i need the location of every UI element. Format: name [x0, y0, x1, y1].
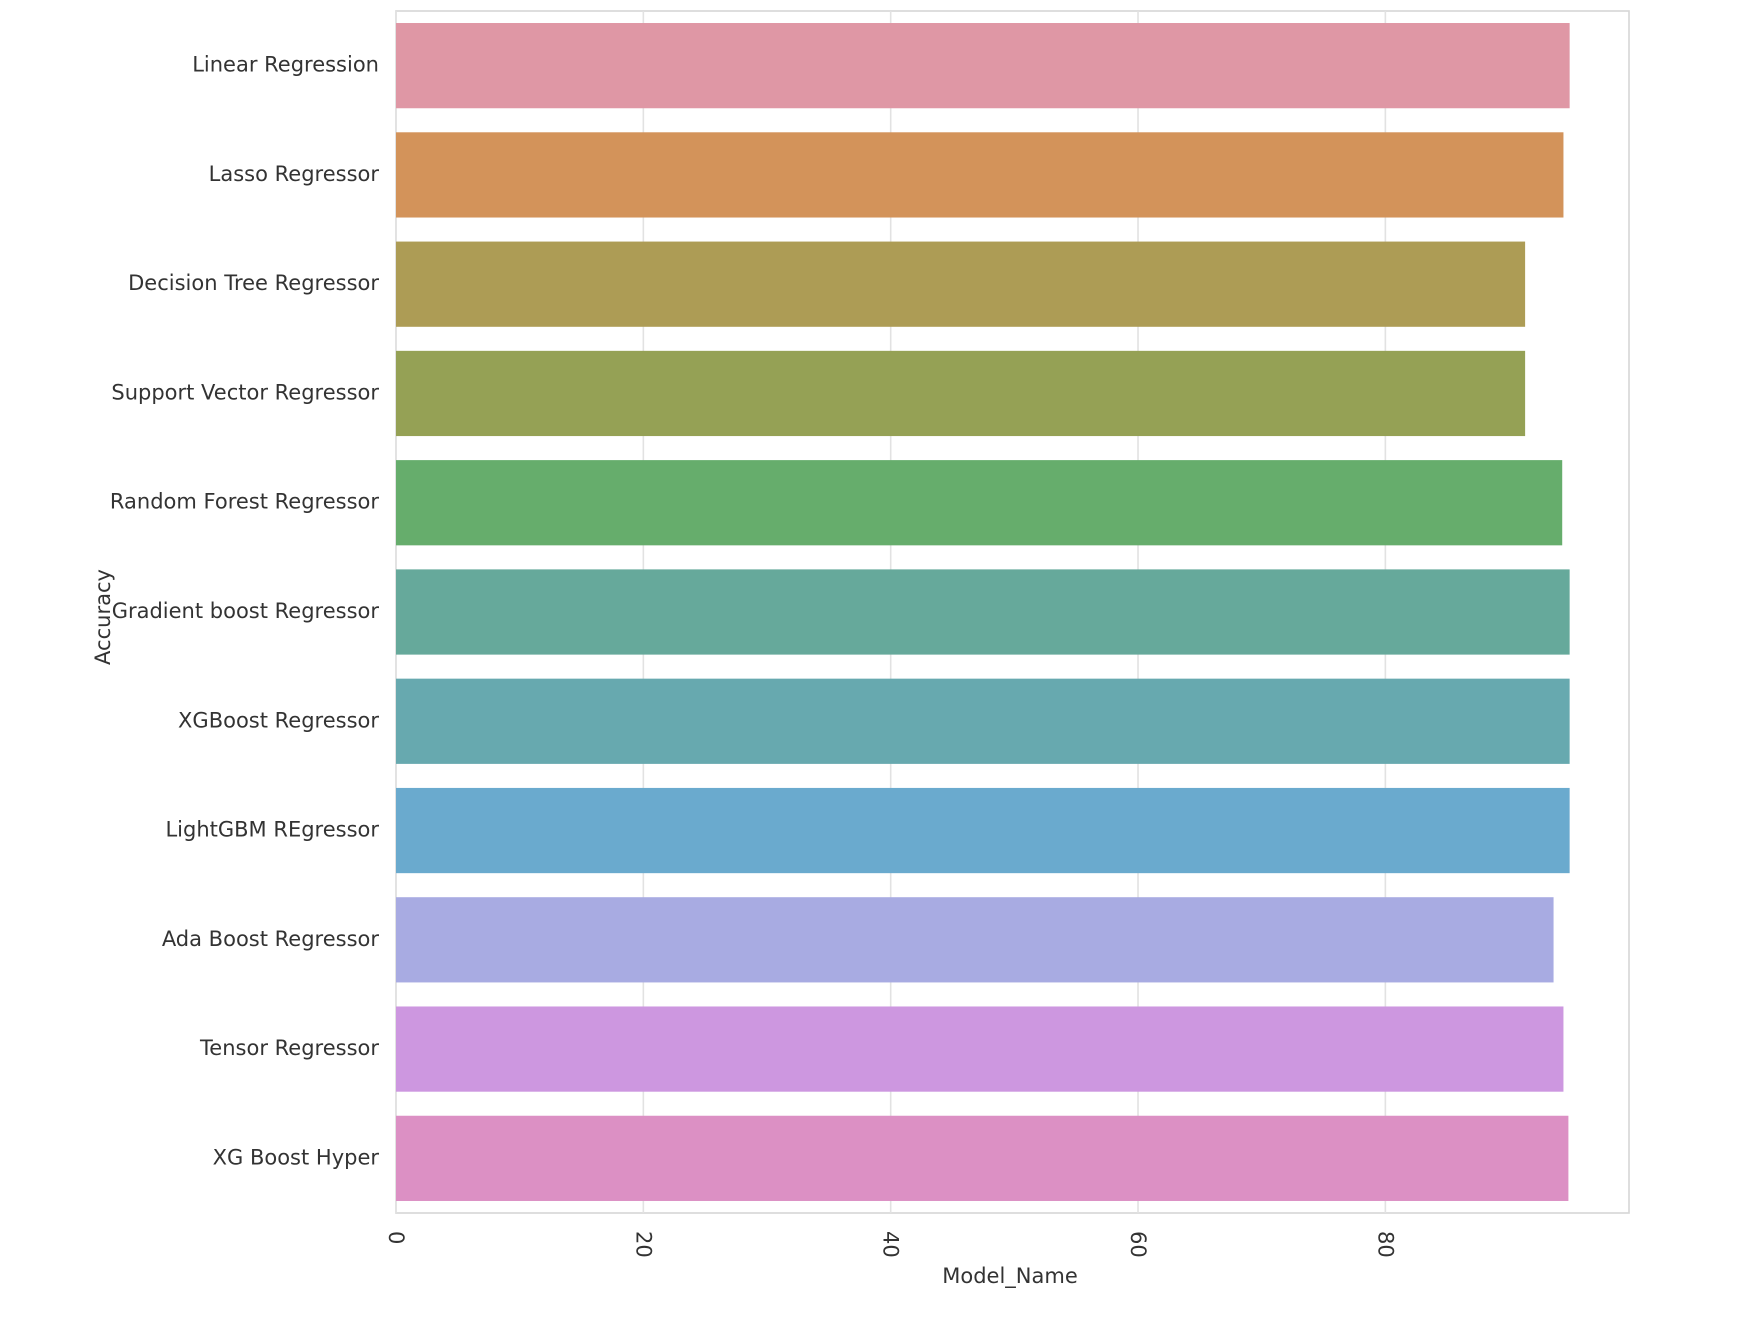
y-tick-label: Lasso Regressor: [209, 162, 380, 186]
y-tick-label: Random Forest Regressor: [110, 490, 379, 514]
bar: [396, 132, 1564, 218]
y-tick-label: Gradient boost Regressor: [112, 599, 380, 623]
bar: [396, 241, 1526, 327]
y-tick-label: XGBoost Regressor: [178, 708, 379, 732]
bar: [396, 460, 1563, 546]
bar: [396, 897, 1554, 983]
x-tick-labels: 0 20 40 60 80: [384, 1231, 1397, 1258]
y-tick-label: Ada Boost Regressor: [162, 927, 380, 951]
x-tick-label: 20: [631, 1231, 655, 1258]
y-tick-label: Tensor Regressor: [199, 1036, 379, 1060]
y-tick-label: XG Boost Hyper: [213, 1145, 380, 1169]
bars: [396, 23, 1570, 1201]
y-tick-label: LightGBM REgressor: [165, 818, 379, 842]
x-tick-label: 0: [384, 1231, 408, 1244]
x-tick-label: 40: [879, 1231, 903, 1258]
x-axis-label: Model_Name: [942, 1264, 1078, 1289]
y-tick-label: Linear Regression: [192, 53, 379, 77]
bar: [396, 569, 1570, 655]
x-tick-label: 80: [1373, 1231, 1397, 1258]
bar: [396, 1006, 1564, 1092]
bar: [396, 350, 1526, 437]
bar: [396, 1115, 1569, 1201]
y-axis-label: Accuracy: [91, 569, 115, 665]
bar: [396, 23, 1570, 109]
y-tick-label: Support Vector Regressor: [111, 380, 379, 404]
y-tick-labels: Linear Regression Lasso Regressor Decision…: [110, 53, 379, 1170]
y-tick-label: Decision Tree Regressor: [128, 271, 379, 295]
bar: [396, 787, 1570, 874]
bar: [396, 678, 1570, 764]
x-tick-label: 60: [1126, 1231, 1150, 1258]
